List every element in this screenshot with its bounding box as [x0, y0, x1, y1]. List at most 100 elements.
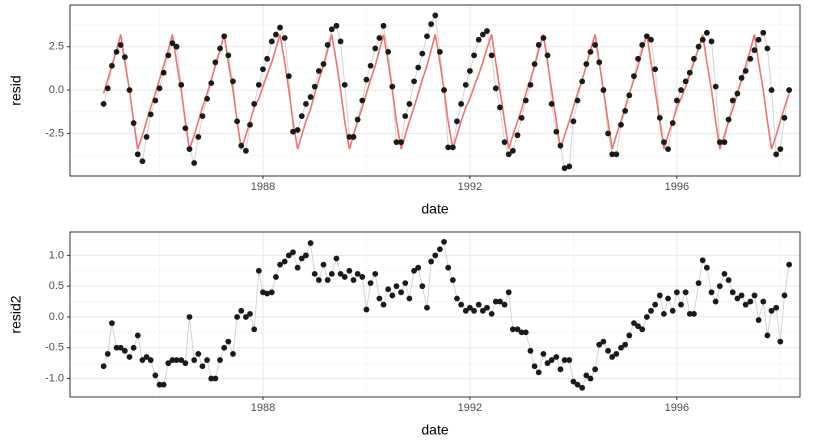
point: [406, 295, 413, 302]
point: [462, 81, 469, 88]
point: [764, 45, 771, 52]
point: [747, 298, 754, 305]
point: [160, 69, 167, 76]
point: [311, 83, 318, 90]
point: [570, 378, 577, 385]
point: [699, 36, 706, 43]
point: [725, 277, 732, 283]
point: [208, 80, 215, 87]
point: [751, 47, 758, 54]
point: [566, 357, 573, 363]
point: [324, 277, 331, 283]
point: [673, 97, 680, 104]
x-tick-label: 1992: [458, 181, 482, 193]
point: [712, 298, 719, 305]
point: [238, 307, 245, 314]
point: [113, 48, 120, 55]
point: [277, 261, 283, 268]
point: [773, 151, 780, 158]
point: [117, 344, 124, 351]
point: [152, 372, 159, 379]
point: [626, 332, 633, 339]
point: [553, 128, 560, 135]
point: [509, 326, 516, 333]
point: [126, 87, 133, 93]
x-axis-title: date: [421, 422, 448, 438]
point: [544, 360, 551, 367]
point: [479, 307, 486, 314]
point: [557, 142, 564, 149]
point: [234, 118, 241, 125]
point: [139, 357, 146, 363]
point: [385, 286, 392, 293]
point: [428, 21, 435, 27]
point: [716, 283, 723, 290]
point: [497, 298, 503, 305]
point: [178, 357, 185, 363]
point: [173, 43, 180, 50]
point: [363, 306, 370, 313]
point: [182, 125, 189, 132]
point: [130, 120, 137, 126]
point: [134, 151, 141, 158]
point: [415, 64, 422, 71]
point: [729, 97, 736, 104]
point: [514, 132, 521, 139]
point: [661, 310, 667, 317]
point: [583, 372, 590, 379]
point: [441, 87, 447, 93]
point: [721, 139, 728, 146]
point: [639, 42, 646, 48]
point: [160, 381, 167, 388]
connector-line: [103, 240, 790, 389]
point: [221, 344, 228, 351]
point: [437, 48, 443, 55]
point: [622, 341, 629, 348]
point: [121, 54, 128, 60]
point: [402, 113, 409, 120]
point: [755, 36, 762, 43]
y-tick-label: 2.5: [49, 41, 64, 53]
point: [424, 304, 430, 311]
point: [341, 81, 348, 88]
point: [695, 43, 702, 50]
point: [691, 310, 697, 317]
point: [298, 113, 305, 120]
point: [613, 151, 620, 158]
point: [406, 101, 413, 107]
point: [527, 347, 534, 354]
point: [337, 38, 344, 45]
point: [531, 363, 538, 370]
point: [328, 26, 335, 33]
point: [290, 249, 296, 256]
point: [768, 307, 775, 314]
point: [609, 354, 616, 360]
point: [109, 62, 115, 69]
point: [402, 280, 409, 287]
point: [247, 310, 253, 317]
point: [531, 61, 538, 67]
point: [281, 35, 288, 41]
point: [195, 351, 202, 357]
point: [247, 121, 253, 128]
point: [583, 61, 590, 67]
point: [346, 134, 353, 140]
point: [579, 384, 586, 391]
point: [587, 375, 594, 382]
point: [488, 52, 495, 59]
point: [432, 12, 439, 19]
point: [186, 146, 193, 152]
point: [708, 289, 715, 296]
point: [781, 292, 788, 299]
point: [605, 130, 611, 137]
point: [109, 320, 115, 327]
point: [156, 85, 163, 92]
point: [350, 134, 357, 140]
point: [600, 338, 607, 345]
point: [618, 344, 624, 351]
point: [475, 301, 482, 308]
point: [324, 42, 331, 48]
point: [315, 277, 322, 283]
point: [613, 351, 620, 357]
